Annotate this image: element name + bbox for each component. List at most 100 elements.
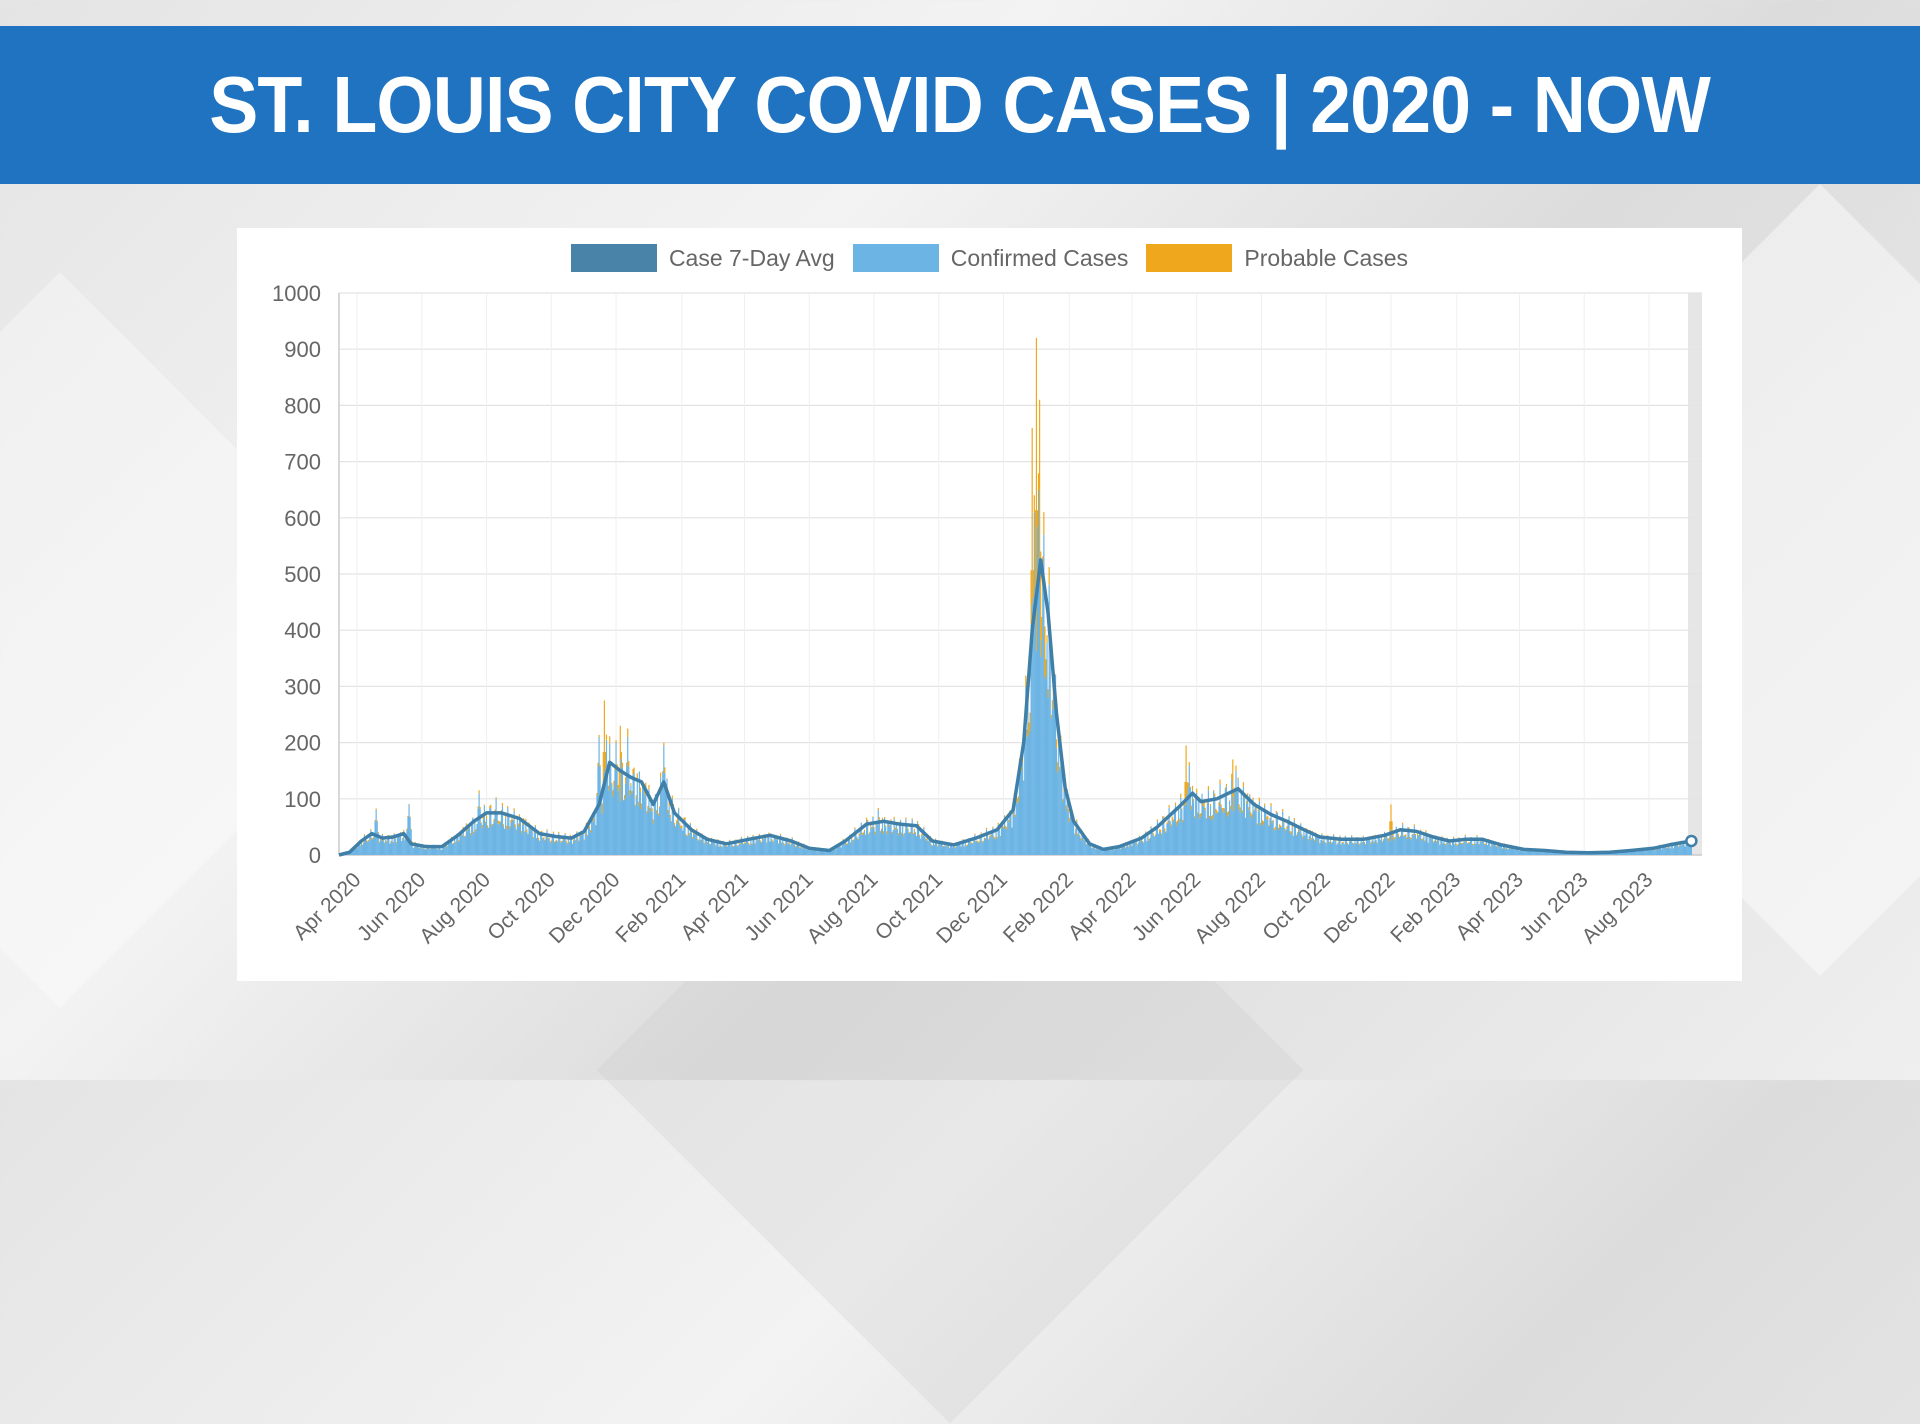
bar-probable bbox=[356, 848, 357, 849]
bar-confirmed bbox=[644, 795, 645, 855]
bar-probable bbox=[516, 829, 517, 830]
bar-probable bbox=[1208, 786, 1209, 790]
bar-confirmed bbox=[883, 834, 884, 855]
bar-confirmed bbox=[802, 849, 803, 855]
bar-probable bbox=[1442, 843, 1443, 844]
bar-probable bbox=[545, 837, 546, 839]
bar-probable bbox=[374, 820, 375, 821]
bar-probable bbox=[1394, 838, 1395, 840]
bar-confirmed bbox=[1002, 824, 1003, 855]
bar-confirmed bbox=[577, 839, 578, 855]
bar-confirmed bbox=[1177, 822, 1178, 855]
bar-confirmed bbox=[630, 786, 631, 855]
bar-confirmed bbox=[1343, 843, 1344, 855]
bar-confirmed bbox=[525, 821, 526, 855]
bar-probable bbox=[913, 833, 914, 834]
bar-confirmed bbox=[1251, 818, 1252, 855]
bar-confirmed bbox=[1241, 793, 1242, 855]
bar-probable bbox=[1159, 829, 1160, 831]
bar-confirmed bbox=[1026, 737, 1027, 855]
bar-confirmed bbox=[634, 773, 635, 855]
bar-confirmed bbox=[452, 844, 453, 855]
bar-confirmed bbox=[1183, 806, 1184, 855]
bar-probable bbox=[783, 843, 784, 844]
bar-probable bbox=[1454, 844, 1455, 845]
bar-probable bbox=[744, 843, 745, 844]
bar-confirmed bbox=[1092, 848, 1093, 855]
bar-confirmed bbox=[847, 844, 848, 855]
bar-confirmed bbox=[793, 843, 794, 855]
bar-confirmed bbox=[1023, 781, 1024, 855]
bar-probable bbox=[1153, 833, 1154, 835]
bar-confirmed bbox=[749, 845, 750, 855]
bar-confirmed bbox=[557, 842, 558, 855]
x-tick-label: Feb 2021 bbox=[611, 868, 690, 947]
bar-confirmed bbox=[1265, 811, 1266, 855]
bar-probable bbox=[1173, 819, 1174, 821]
bar-probable bbox=[1177, 820, 1178, 822]
bar-confirmed bbox=[770, 835, 771, 855]
bar-confirmed bbox=[1535, 851, 1536, 855]
bar-confirmed bbox=[751, 845, 752, 855]
bar-confirmed bbox=[731, 845, 732, 855]
bar-confirmed bbox=[1273, 820, 1274, 855]
bar-confirmed bbox=[824, 852, 825, 855]
bar-confirmed bbox=[1338, 839, 1339, 855]
bar-probable bbox=[613, 781, 614, 788]
bar-confirmed bbox=[1046, 643, 1047, 855]
bar-confirmed bbox=[1038, 490, 1039, 855]
bar-confirmed bbox=[966, 846, 967, 855]
bar-confirmed bbox=[1529, 851, 1530, 855]
bar-probable bbox=[1424, 840, 1425, 841]
bar-confirmed bbox=[399, 837, 400, 855]
bar-confirmed bbox=[904, 833, 905, 855]
bar-probable bbox=[1385, 837, 1386, 838]
bar-confirmed bbox=[402, 839, 403, 855]
bar-probable bbox=[1125, 847, 1126, 848]
bar-probable bbox=[966, 845, 967, 846]
bar-probable bbox=[411, 829, 412, 830]
bar-probable bbox=[846, 844, 847, 845]
bar-confirmed bbox=[1389, 833, 1390, 855]
bar-confirmed bbox=[895, 830, 896, 855]
bar-confirmed bbox=[812, 851, 813, 855]
bar-confirmed bbox=[1283, 823, 1284, 855]
bar-confirmed bbox=[587, 836, 588, 855]
bar-confirmed bbox=[1298, 829, 1299, 855]
bar-probable bbox=[622, 763, 623, 768]
bar-confirmed bbox=[1415, 835, 1416, 855]
bar-probable bbox=[660, 772, 661, 777]
bar-confirmed bbox=[626, 766, 627, 855]
bar-confirmed bbox=[619, 787, 620, 855]
chart-panel: Case 7-Day Avg Confirmed Cases Probable … bbox=[237, 228, 1742, 981]
bar-confirmed bbox=[960, 847, 961, 855]
bar-probable bbox=[1049, 567, 1050, 585]
bar-probable bbox=[1213, 790, 1214, 791]
bar-confirmed bbox=[873, 828, 874, 855]
bar-confirmed bbox=[624, 800, 625, 855]
bar-confirmed bbox=[1439, 845, 1440, 855]
bar-confirmed bbox=[1340, 845, 1341, 855]
bar-probable bbox=[1387, 838, 1388, 839]
bar-probable bbox=[1371, 841, 1372, 842]
bar-confirmed bbox=[376, 810, 377, 855]
bar-probable bbox=[1015, 815, 1016, 817]
bar-confirmed bbox=[1645, 850, 1646, 855]
bar-confirmed bbox=[1326, 844, 1327, 855]
bar-probable bbox=[1044, 626, 1045, 675]
bar-confirmed bbox=[1161, 835, 1162, 855]
bar-probable bbox=[1187, 782, 1188, 794]
bar-confirmed bbox=[1371, 841, 1372, 855]
bar-probable bbox=[1032, 428, 1033, 605]
bar-confirmed bbox=[471, 825, 472, 855]
bar-confirmed bbox=[995, 831, 996, 855]
bar-confirmed bbox=[1028, 735, 1029, 855]
bar-confirmed bbox=[1299, 831, 1300, 855]
bar-probable bbox=[1335, 840, 1336, 841]
bar-confirmed bbox=[1507, 849, 1508, 855]
bar-probable bbox=[1480, 841, 1481, 842]
bar-probable bbox=[863, 832, 864, 834]
bar-probable bbox=[635, 805, 636, 806]
x-tick-label: Apr 2020 bbox=[289, 868, 366, 945]
bar-confirmed bbox=[1424, 842, 1425, 855]
